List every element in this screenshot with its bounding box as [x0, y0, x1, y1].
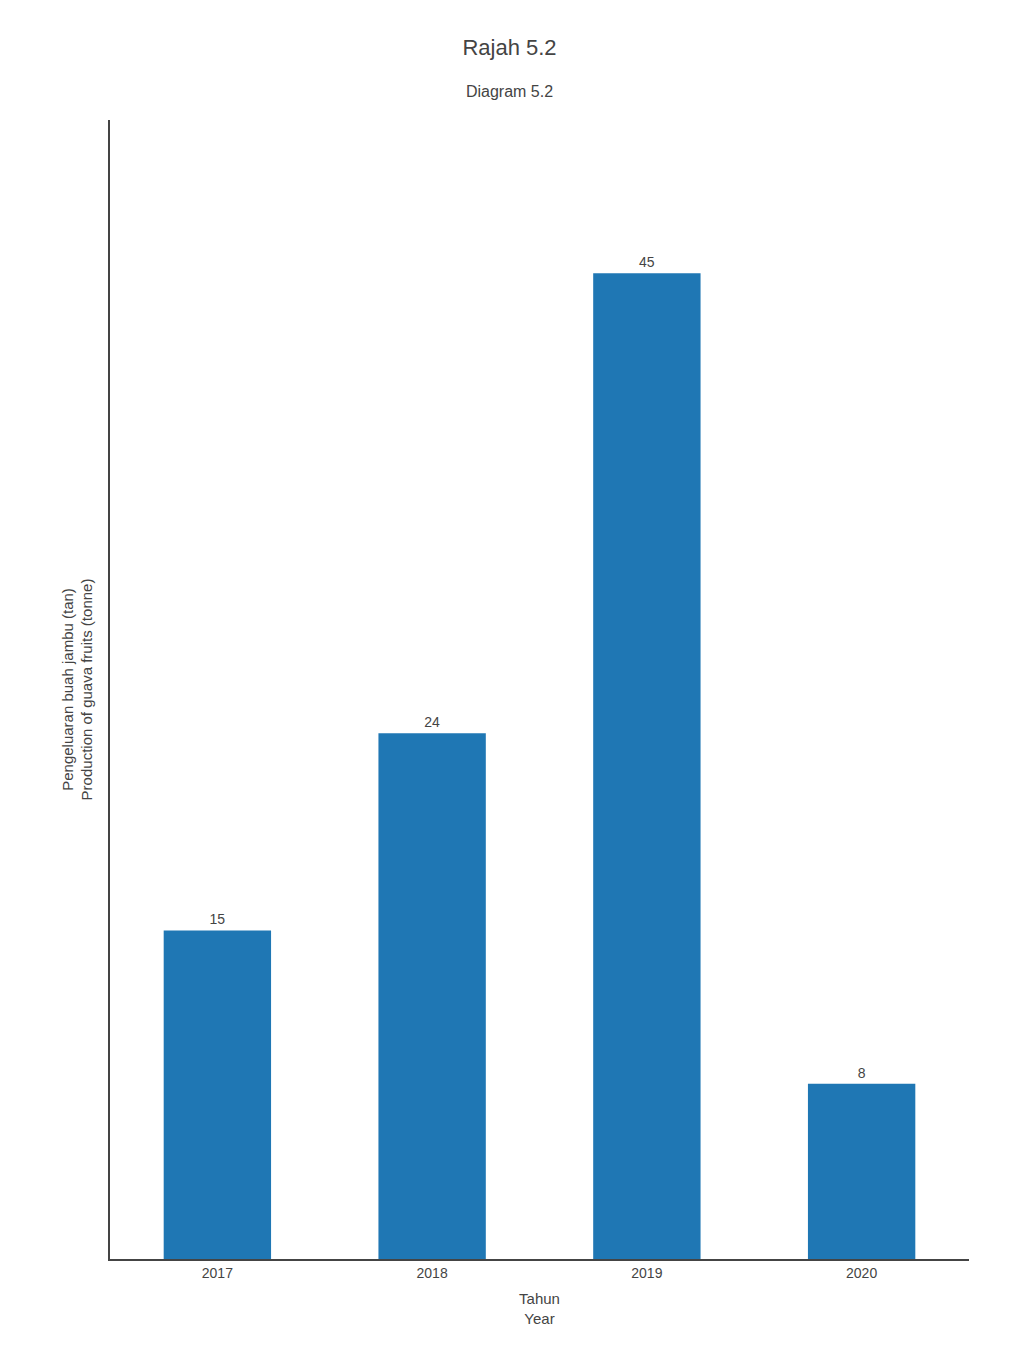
- svg-text:Rajah 5.2: Rajah 5.2: [462, 35, 556, 60]
- svg-text:15: 15: [209, 911, 225, 927]
- svg-text:Pengeluaran buah jambu (tan)Pr: Pengeluaran buah jambu (tan)Production o…: [59, 579, 96, 801]
- svg-text:2020: 2020: [846, 1265, 877, 1281]
- svg-text:2018: 2018: [417, 1265, 448, 1281]
- svg-text:Diagram 5.2: Diagram 5.2: [466, 83, 553, 100]
- svg-text:2019: 2019: [631, 1265, 662, 1281]
- svg-text:8: 8: [858, 1065, 866, 1081]
- svg-text:2017: 2017: [202, 1265, 233, 1281]
- svg-text:45: 45: [639, 254, 655, 270]
- svg-text:TahunYear: TahunYear: [519, 1290, 560, 1327]
- svg-text:24: 24: [424, 714, 440, 730]
